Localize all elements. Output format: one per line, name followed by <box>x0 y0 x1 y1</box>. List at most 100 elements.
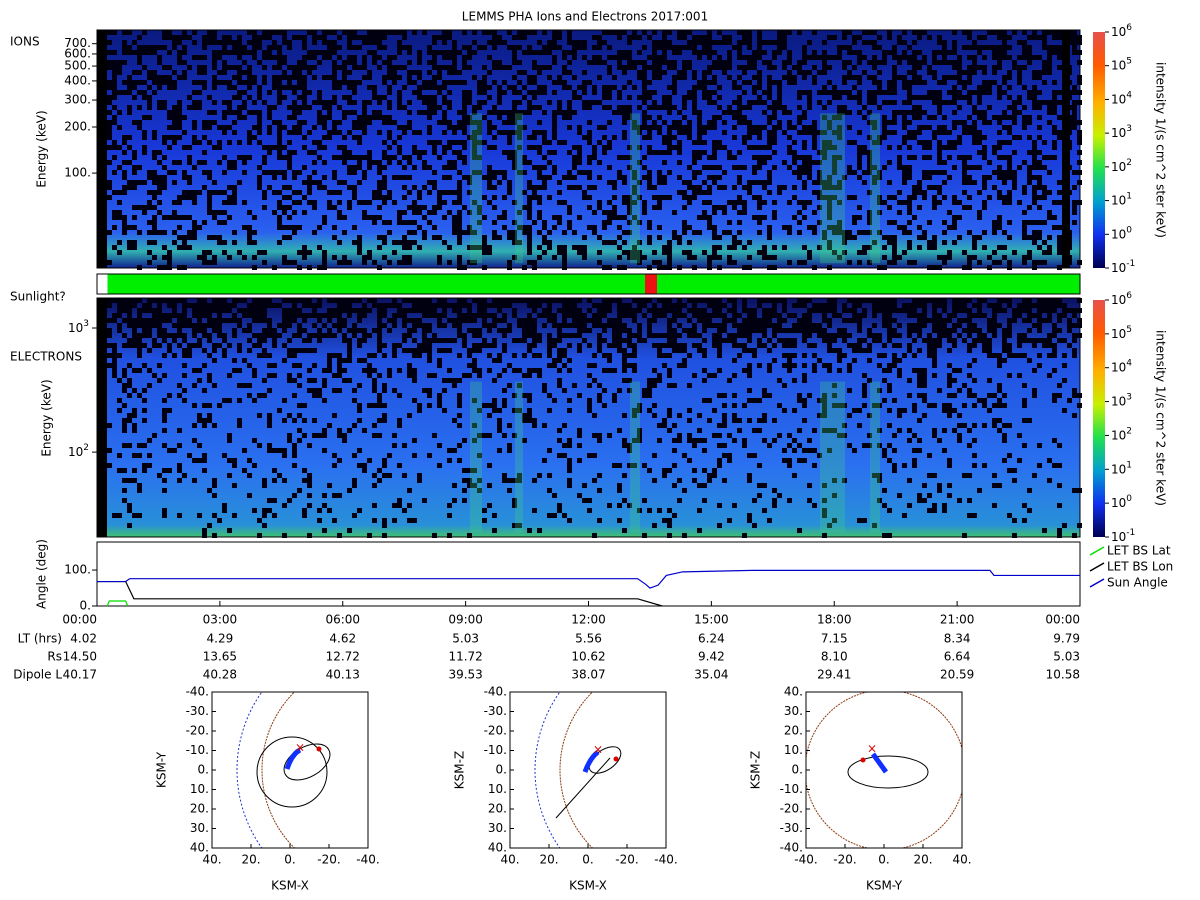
texture-cell <box>607 215 612 220</box>
texture-cell <box>122 220 127 225</box>
texture-cell <box>177 135 182 140</box>
texture-cell <box>522 155 527 160</box>
texture-cell <box>982 175 987 180</box>
texture-cell <box>137 105 142 110</box>
texture-cell <box>532 80 537 85</box>
texture-cell <box>952 200 957 205</box>
texture-cell <box>117 303 122 308</box>
texture-cell <box>797 210 802 215</box>
texture-cell <box>282 323 287 328</box>
texture-cell <box>892 75 897 80</box>
texture-cell <box>402 245 407 250</box>
texture-cell <box>767 135 772 140</box>
texture-cell <box>222 298 227 303</box>
texture-cell <box>332 40 337 45</box>
texture-cell <box>292 170 297 175</box>
texture-cell <box>747 338 752 343</box>
texture-cell <box>1037 180 1042 185</box>
texture-cell <box>477 170 482 175</box>
texture-cell <box>527 90 532 95</box>
texture-cell <box>1042 155 1047 160</box>
texture-cell <box>317 155 322 160</box>
texture-cell <box>537 40 542 45</box>
texture-cell <box>357 328 362 333</box>
texture-cell <box>242 313 247 318</box>
texture-cell <box>957 120 962 125</box>
texture-cell <box>807 225 812 230</box>
texture-cell <box>322 260 327 265</box>
texture-cell <box>297 120 302 125</box>
texture-cell <box>402 105 407 110</box>
texture-cell <box>197 255 202 260</box>
texture-cell <box>1042 40 1047 45</box>
texture-cell <box>897 40 902 45</box>
texture-cell <box>452 225 457 230</box>
texture-cell <box>677 30 682 35</box>
texture-cell <box>767 235 772 240</box>
texture-cell <box>122 80 127 85</box>
texture-cell <box>1052 333 1057 338</box>
texture-cell <box>267 110 272 115</box>
texture-cell <box>182 75 187 80</box>
texture-cell <box>147 170 152 175</box>
texture-cell <box>617 328 622 333</box>
texture-cell <box>247 303 252 308</box>
texture-cell <box>562 80 567 85</box>
texture-cell <box>782 303 787 308</box>
texture-cell <box>862 180 867 185</box>
texture-cell <box>1037 298 1042 303</box>
texture-cell <box>507 303 512 308</box>
texture-cell <box>1052 45 1057 50</box>
texture-cell <box>317 225 322 230</box>
texture-cell <box>727 55 732 60</box>
texture-cell <box>977 215 982 220</box>
texture-cell <box>172 215 177 220</box>
texture-cell <box>707 220 712 225</box>
texture-cell <box>187 343 192 348</box>
texture-cell <box>922 80 927 85</box>
texture-cell <box>237 308 242 313</box>
texture-cell <box>517 45 522 50</box>
texture-cell <box>922 155 927 160</box>
texture-cell <box>322 105 327 110</box>
texture-cell <box>577 85 582 90</box>
texture-cell <box>167 313 172 318</box>
texture-cell <box>732 125 737 130</box>
texture-cell <box>877 175 882 180</box>
texture-cell <box>877 35 882 40</box>
texture-cell <box>457 240 462 245</box>
texture-cell <box>692 170 697 175</box>
texture-cell <box>262 160 267 165</box>
texture-cell <box>617 60 622 65</box>
texture-cell <box>942 328 947 333</box>
texture-cell <box>107 125 112 130</box>
texture-cell <box>587 225 592 230</box>
texture-cell <box>242 80 247 85</box>
texture-cell <box>247 40 252 45</box>
texture-cell <box>447 35 452 40</box>
texture-cell <box>767 190 772 195</box>
texture-cell <box>317 140 322 145</box>
texture-cell <box>237 55 242 60</box>
texture-cell <box>362 328 367 333</box>
texture-cell <box>687 240 692 245</box>
texture-cell <box>222 80 227 85</box>
texture-cell <box>287 40 292 45</box>
texture-cell <box>382 45 387 50</box>
texture-cell <box>697 120 702 125</box>
texture-cell <box>482 140 487 145</box>
texture-cell <box>1032 195 1037 200</box>
texture-cell <box>887 30 892 35</box>
texture-cell <box>177 333 182 338</box>
texture-cell <box>662 308 667 313</box>
texture-cell <box>692 323 697 328</box>
texture-cell <box>1007 170 1012 175</box>
texture-cell <box>752 215 757 220</box>
texture-cell <box>497 308 502 313</box>
texture-cell <box>967 65 972 70</box>
texture-cell <box>557 338 562 343</box>
texture-cell <box>207 170 212 175</box>
texture-cell <box>582 313 587 318</box>
texture-cell <box>232 185 237 190</box>
texture-cell <box>542 110 547 115</box>
